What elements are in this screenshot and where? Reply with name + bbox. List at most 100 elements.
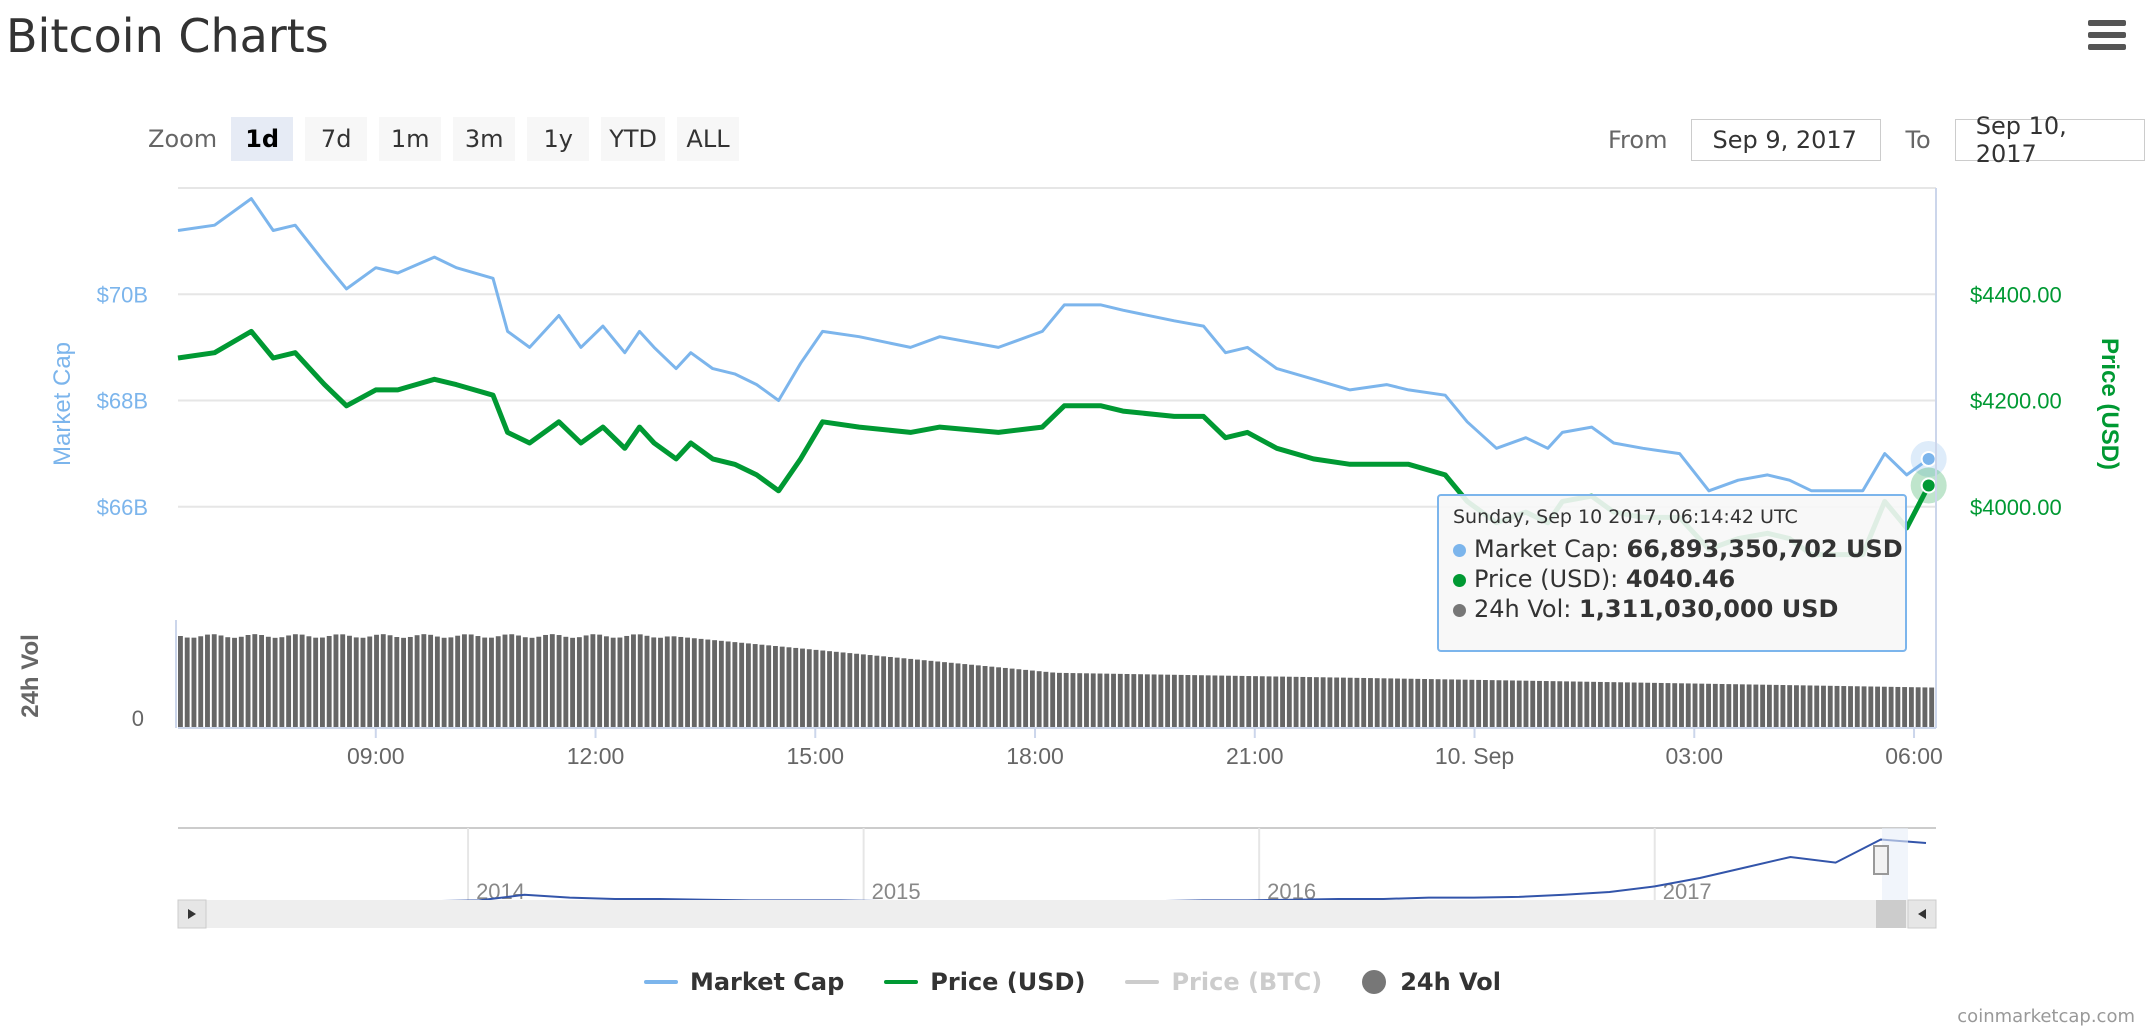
volume-bar xyxy=(1739,684,1745,728)
from-date-input[interactable]: Sep 9, 2017 xyxy=(1691,119,1882,161)
volume-bar xyxy=(1861,686,1867,728)
legend-price-btc-label: Price (BTC) xyxy=(1171,968,1323,996)
volume-bar xyxy=(1327,677,1333,728)
volume-bar xyxy=(1138,674,1144,728)
legend-price-btc[interactable]: Price (BTC) xyxy=(1125,968,1322,996)
volume-bar xyxy=(1266,676,1272,728)
volume-bar xyxy=(603,636,609,728)
volume-bar xyxy=(1699,683,1705,728)
volume-bar xyxy=(353,637,359,728)
volume-dot-icon xyxy=(1453,603,1466,617)
volume-bar xyxy=(1564,681,1569,728)
volume-bar xyxy=(1307,677,1313,728)
zoom-1y-button[interactable]: 1y xyxy=(527,117,590,161)
volume-bar xyxy=(1354,677,1360,728)
volume-bar xyxy=(1144,674,1150,728)
volume-bar xyxy=(840,652,846,728)
volume-bar xyxy=(495,636,501,728)
volume-bar xyxy=(1334,677,1340,728)
volume-bar xyxy=(800,648,805,728)
volume-bar xyxy=(1232,675,1238,728)
volume-bar xyxy=(333,634,339,728)
volume-bar xyxy=(1469,679,1475,728)
volume-bar xyxy=(1239,675,1245,728)
x-axis-tick-label: 09:00 xyxy=(347,743,405,769)
volume-bars xyxy=(175,620,1935,728)
volume-bar xyxy=(1381,678,1387,728)
volume-bar xyxy=(1212,675,1218,728)
price-btc-line-icon xyxy=(1125,980,1160,984)
zoom-7d-button[interactable]: 7d xyxy=(305,117,368,161)
zoom-3m-button[interactable]: 3m xyxy=(453,117,516,161)
volume-bar xyxy=(1415,678,1421,728)
volume-bar xyxy=(1881,686,1887,728)
volume-bar xyxy=(1814,685,1820,728)
volume-bar xyxy=(211,634,217,728)
volume-bar xyxy=(894,657,900,728)
x-axis-tick-label: 12:00 xyxy=(567,743,625,769)
volume-bar xyxy=(475,636,481,728)
zoom-1d-button[interactable]: 1d xyxy=(231,117,294,161)
tooltip-price: Price (USD): 4040.46 xyxy=(1453,564,1891,594)
volume-bar xyxy=(1584,681,1590,728)
navigator-handle-icon xyxy=(1873,845,1889,875)
right-axis-tick-label: $4000.00 xyxy=(1970,495,2062,520)
volume-bar xyxy=(759,644,765,728)
volume-bar xyxy=(1922,687,1928,728)
legend-market-cap[interactable]: Market Cap xyxy=(643,968,844,996)
market-cap-hover-point xyxy=(1920,450,1937,467)
volume-bar xyxy=(1057,672,1062,728)
volume-bar xyxy=(502,634,508,728)
volume-bar xyxy=(1550,681,1556,728)
legend-price-usd[interactable]: Price (USD) xyxy=(884,968,1085,996)
volume-bar xyxy=(1800,685,1806,728)
market-cap-dot-icon xyxy=(1453,543,1466,557)
volume-axis-tick-label: 0 xyxy=(132,706,144,731)
volume-bar xyxy=(1205,675,1211,728)
volume-bar xyxy=(915,659,920,728)
market-cap-line-icon xyxy=(643,980,678,984)
volume-bar xyxy=(1706,683,1711,728)
volume-bar xyxy=(1070,673,1076,728)
zoom-ytd-button[interactable]: YTD xyxy=(601,117,665,161)
navigator: 2014 2015 2016 2017 xyxy=(177,827,1937,929)
volume-bar xyxy=(996,667,1002,728)
legend-volume[interactable]: 24h Vol xyxy=(1362,968,1501,996)
x-axis-tick-label: 21:00 xyxy=(1226,743,1284,769)
volume-bar xyxy=(407,636,413,728)
volume-bar xyxy=(1543,681,1549,728)
chart-legend: Market Cap Price (USD) Price (BTC) 24h V… xyxy=(0,962,2145,1002)
volume-bar xyxy=(1185,675,1191,728)
navigator-year-label: 2015 xyxy=(872,879,921,904)
volume-bar xyxy=(928,660,934,728)
volume-bar xyxy=(644,635,650,728)
right-axis-tick-label: $4200.00 xyxy=(1970,389,2062,414)
volume-bar xyxy=(265,636,271,728)
volume-bar xyxy=(597,634,603,728)
volume-circle-icon xyxy=(1362,970,1387,994)
volume-bar xyxy=(1895,686,1901,728)
volume-bar xyxy=(1408,678,1414,728)
volume-bar xyxy=(705,639,711,728)
hamburger-menu-icon[interactable] xyxy=(2088,20,2126,54)
tooltip-header: Sunday, Sep 10 2017, 06:14:42 UTC xyxy=(1453,506,1798,528)
zoom-all-button[interactable]: ALL xyxy=(677,117,739,161)
volume-bar xyxy=(1530,680,1536,728)
volume-bar xyxy=(1591,681,1597,728)
tooltip-market-cap-label: Market Cap: xyxy=(1474,535,1627,563)
volume-bar xyxy=(847,653,853,728)
volume-bar xyxy=(1733,684,1739,728)
volume-bar xyxy=(881,656,887,728)
volume-bar xyxy=(1679,683,1684,728)
tooltip-price-value: 4040.46 xyxy=(1625,565,1736,593)
volume-bar xyxy=(1462,679,1468,728)
volume-bar xyxy=(1286,676,1292,728)
volume-bar xyxy=(306,636,312,728)
zoom-1m-button[interactable]: 1m xyxy=(379,117,442,161)
volume-bar xyxy=(969,664,974,728)
volume-bar xyxy=(259,635,265,728)
scroll-left-arrow-icon xyxy=(188,909,196,919)
volume-bar xyxy=(617,637,623,728)
volume-bar xyxy=(1313,677,1319,728)
volume-bar xyxy=(1645,682,1651,728)
